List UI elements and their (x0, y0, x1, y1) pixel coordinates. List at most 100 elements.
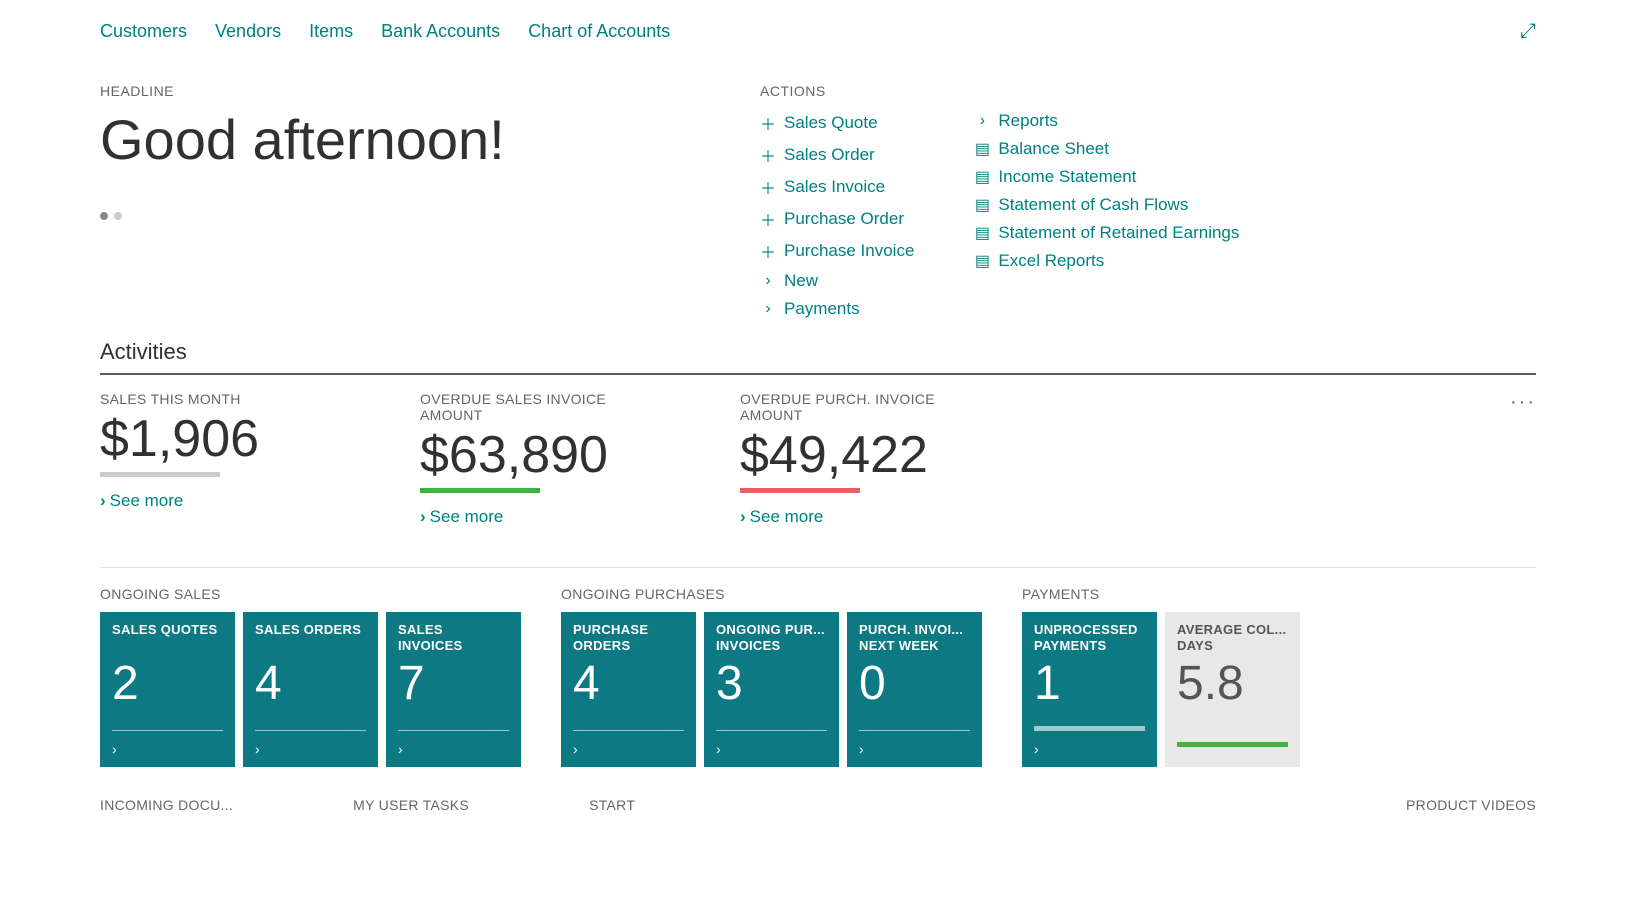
chevron-right-icon: › (420, 507, 426, 527)
actions-col-2: › Reports ▤Balance Sheet ▤Income Statement ▤… (974, 111, 1239, 319)
see-more-link[interactable]: ›See more (420, 507, 680, 527)
tile-title: SALES QUOTES (112, 622, 223, 654)
nav-chart-of-accounts[interactable]: Chart of Accounts (528, 21, 670, 42)
actions-columns: ＋ Sales Quote ＋ Sales Order ＋Sales Invoice ＋P… (760, 111, 1536, 319)
plus-icon: ＋ (760, 111, 776, 135)
action-excel-reports[interactable]: ▤Excel Reports (974, 251, 1239, 271)
action-sales-quote[interactable]: ＋ Sales Quote (760, 111, 914, 135)
action-label: Sales Invoice (784, 177, 885, 197)
tile-title: SALES INVOICES (398, 622, 509, 654)
action-new[interactable]: ›New (760, 271, 914, 291)
bottom-incoming-docs: INCOMING DOCU... (100, 797, 233, 813)
action-label: Sales Order (784, 145, 875, 165)
action-label: Purchase Order (784, 209, 904, 229)
action-payments[interactable]: › Payments (760, 299, 914, 319)
tile-value: 5.8 (1177, 660, 1288, 708)
tile-bar (859, 730, 970, 731)
hero-section: HEADLINE Good afternoon! ACTIONS ＋Sales … (100, 83, 1536, 319)
chevron-right-icon: › (112, 741, 223, 757)
bottom-labels: INCOMING DOCU... MY USER TASKS START PRO… (100, 797, 1536, 813)
tile-purch-invoi-next-week[interactable]: PURCH. INVOI... NEXT WEEK 0 › (847, 612, 982, 767)
plus-icon: ＋ (760, 143, 776, 167)
chevron-right-icon: › (716, 741, 827, 757)
action-balance-sheet[interactable]: ▤Balance Sheet (974, 139, 1239, 159)
kpi-underline (420, 488, 540, 493)
tile-group-ongoing-purchases: ONGOING PURCHASESPURCHASE ORDERS4›ONGOIN… (561, 586, 982, 767)
nav-vendors[interactable]: Vendors (215, 21, 281, 42)
kpi-value: $63,890 (420, 427, 680, 484)
action-label: Payments (784, 299, 860, 319)
kpi-1: OVERDUE SALES INVOICE AMOUNT $63,890 ›See … (420, 391, 680, 527)
expand-icon[interactable]: ⤢ (1520, 20, 1536, 43)
tile-title: PURCH. INVOI... NEXT WEEK (859, 622, 970, 654)
tile-value: 4 (255, 660, 366, 708)
action-sales-invoice[interactable]: ＋Sales Invoice (760, 175, 914, 199)
tile-sales-orders[interactable]: SALES ORDERS4› (243, 612, 378, 767)
action-label: Purchase Invoice (784, 241, 914, 261)
pager-dot-0[interactable] (100, 212, 108, 220)
chevron-right-icon: › (1034, 741, 1145, 757)
tile-bar (112, 730, 223, 731)
top-nav: Customers Vendors Items Bank Accounts Ch… (100, 20, 1536, 43)
action-label: Reports (998, 111, 1058, 131)
kpi-underline (740, 488, 860, 493)
action-sales-order[interactable]: ＋ Sales Order (760, 143, 914, 167)
chevron-icon: › (974, 112, 990, 130)
tile-title: UNPROCESSED PAYMENTS (1034, 622, 1145, 654)
nav-bank-accounts[interactable]: Bank Accounts (381, 21, 500, 42)
tile-ongoing-pur-invoices[interactable]: ONGOING PUR... INVOICES3› (704, 612, 839, 767)
see-more-link[interactable]: ›See more (100, 491, 360, 511)
tile-row: SALES QUOTES 2 › SALES ORDERS4› SALES INVOIC… (100, 612, 521, 767)
tile-group-label: ONGOING PURCHASES (561, 586, 982, 602)
chevron-icon: › (760, 300, 776, 318)
see-more-link[interactable]: ›See more (740, 507, 1000, 527)
tile-row: PURCHASE ORDERS4›ONGOING PUR... INVOICES… (561, 612, 982, 767)
tile-average-col-days[interactable]: AVERAGE COL... DAYS 5.8 (1165, 612, 1300, 767)
tile-row: UNPROCESSED PAYMENTS1›AVERAGE COL... DAY… (1022, 612, 1300, 767)
action-purchase-order[interactable]: ＋Purchase Order (760, 207, 914, 231)
chevron-right-icon: › (859, 741, 970, 757)
chevron-right-icon: › (573, 741, 684, 757)
tile-value: 4 (573, 660, 684, 708)
actions-col-1: ＋ Sales Quote ＋ Sales Order ＋Sales Invoice ＋P… (760, 111, 914, 319)
actions-label: ACTIONS (760, 83, 1536, 99)
tile-purchase-orders[interactable]: PURCHASE ORDERS4› (561, 612, 696, 767)
pager-dots (100, 212, 760, 220)
tile-unprocessed-payments[interactable]: UNPROCESSED PAYMENTS1› (1022, 612, 1157, 767)
kpi-label: SALES THIS MONTH (100, 391, 320, 407)
see-more-label: See more (750, 507, 824, 527)
kpi-row: SALES THIS MONTH$1,906›See moreOVERDUE S… (100, 391, 1536, 527)
action-statement-of-cash-flows[interactable]: ▤Statement of Cash Flows (974, 195, 1239, 215)
activities-title: Activities (100, 339, 1536, 365)
tile-value: 2 (112, 660, 223, 708)
nav-items[interactable]: Items (309, 21, 353, 42)
kpi-more-icon[interactable]: ··· (1510, 391, 1536, 414)
tile-title: ONGOING PUR... INVOICES (716, 622, 827, 654)
bottom-user-tasks: MY USER TASKS (353, 797, 469, 813)
action-label: Statement of Cash Flows (998, 195, 1188, 215)
kpi-2: OVERDUE PURCH. INVOICE AMOUNT$49,422›See… (740, 391, 1000, 527)
tile-group-payments: PAYMENTSUNPROCESSED PAYMENTS1›AVERAGE CO… (1022, 586, 1300, 767)
tile-value: 0 (859, 660, 970, 708)
tile-title: AVERAGE COL... DAYS (1177, 622, 1288, 654)
see-more-label: See more (430, 507, 504, 527)
kpi-label: OVERDUE PURCH. INVOICE AMOUNT (740, 391, 960, 423)
thin-divider (100, 567, 1536, 568)
tile-sales-invoices[interactable]: SALES INVOICES7› (386, 612, 521, 767)
tile-sales-quotes[interactable]: SALES QUOTES 2 › (100, 612, 235, 767)
action-statement-of-retained-earnings[interactable]: ▤Statement of Retained Earnings (974, 223, 1239, 243)
action-purchase-invoice[interactable]: ＋Purchase Invoice (760, 239, 914, 263)
kpi-label: OVERDUE SALES INVOICE AMOUNT (420, 391, 640, 423)
action-income-statement[interactable]: ▤Income Statement (974, 167, 1239, 187)
kpi-value: $1,906 (100, 411, 360, 468)
nav-links: Customers Vendors Items Bank Accounts Ch… (100, 21, 670, 42)
nav-customers[interactable]: Customers (100, 21, 187, 42)
tile-group-ongoing-sales: ONGOING SALESSALES QUOTES2›SALES ORDERS4… (100, 586, 521, 767)
tile-value: 7 (398, 660, 509, 708)
bottom-start: START (589, 797, 635, 813)
pager-dot-1[interactable] (114, 212, 122, 220)
action-label: New (784, 271, 818, 291)
action-reports[interactable]: › Reports (974, 111, 1239, 131)
action-label: Sales Quote (784, 113, 878, 133)
action-label: Statement of Retained Earnings (998, 223, 1239, 243)
